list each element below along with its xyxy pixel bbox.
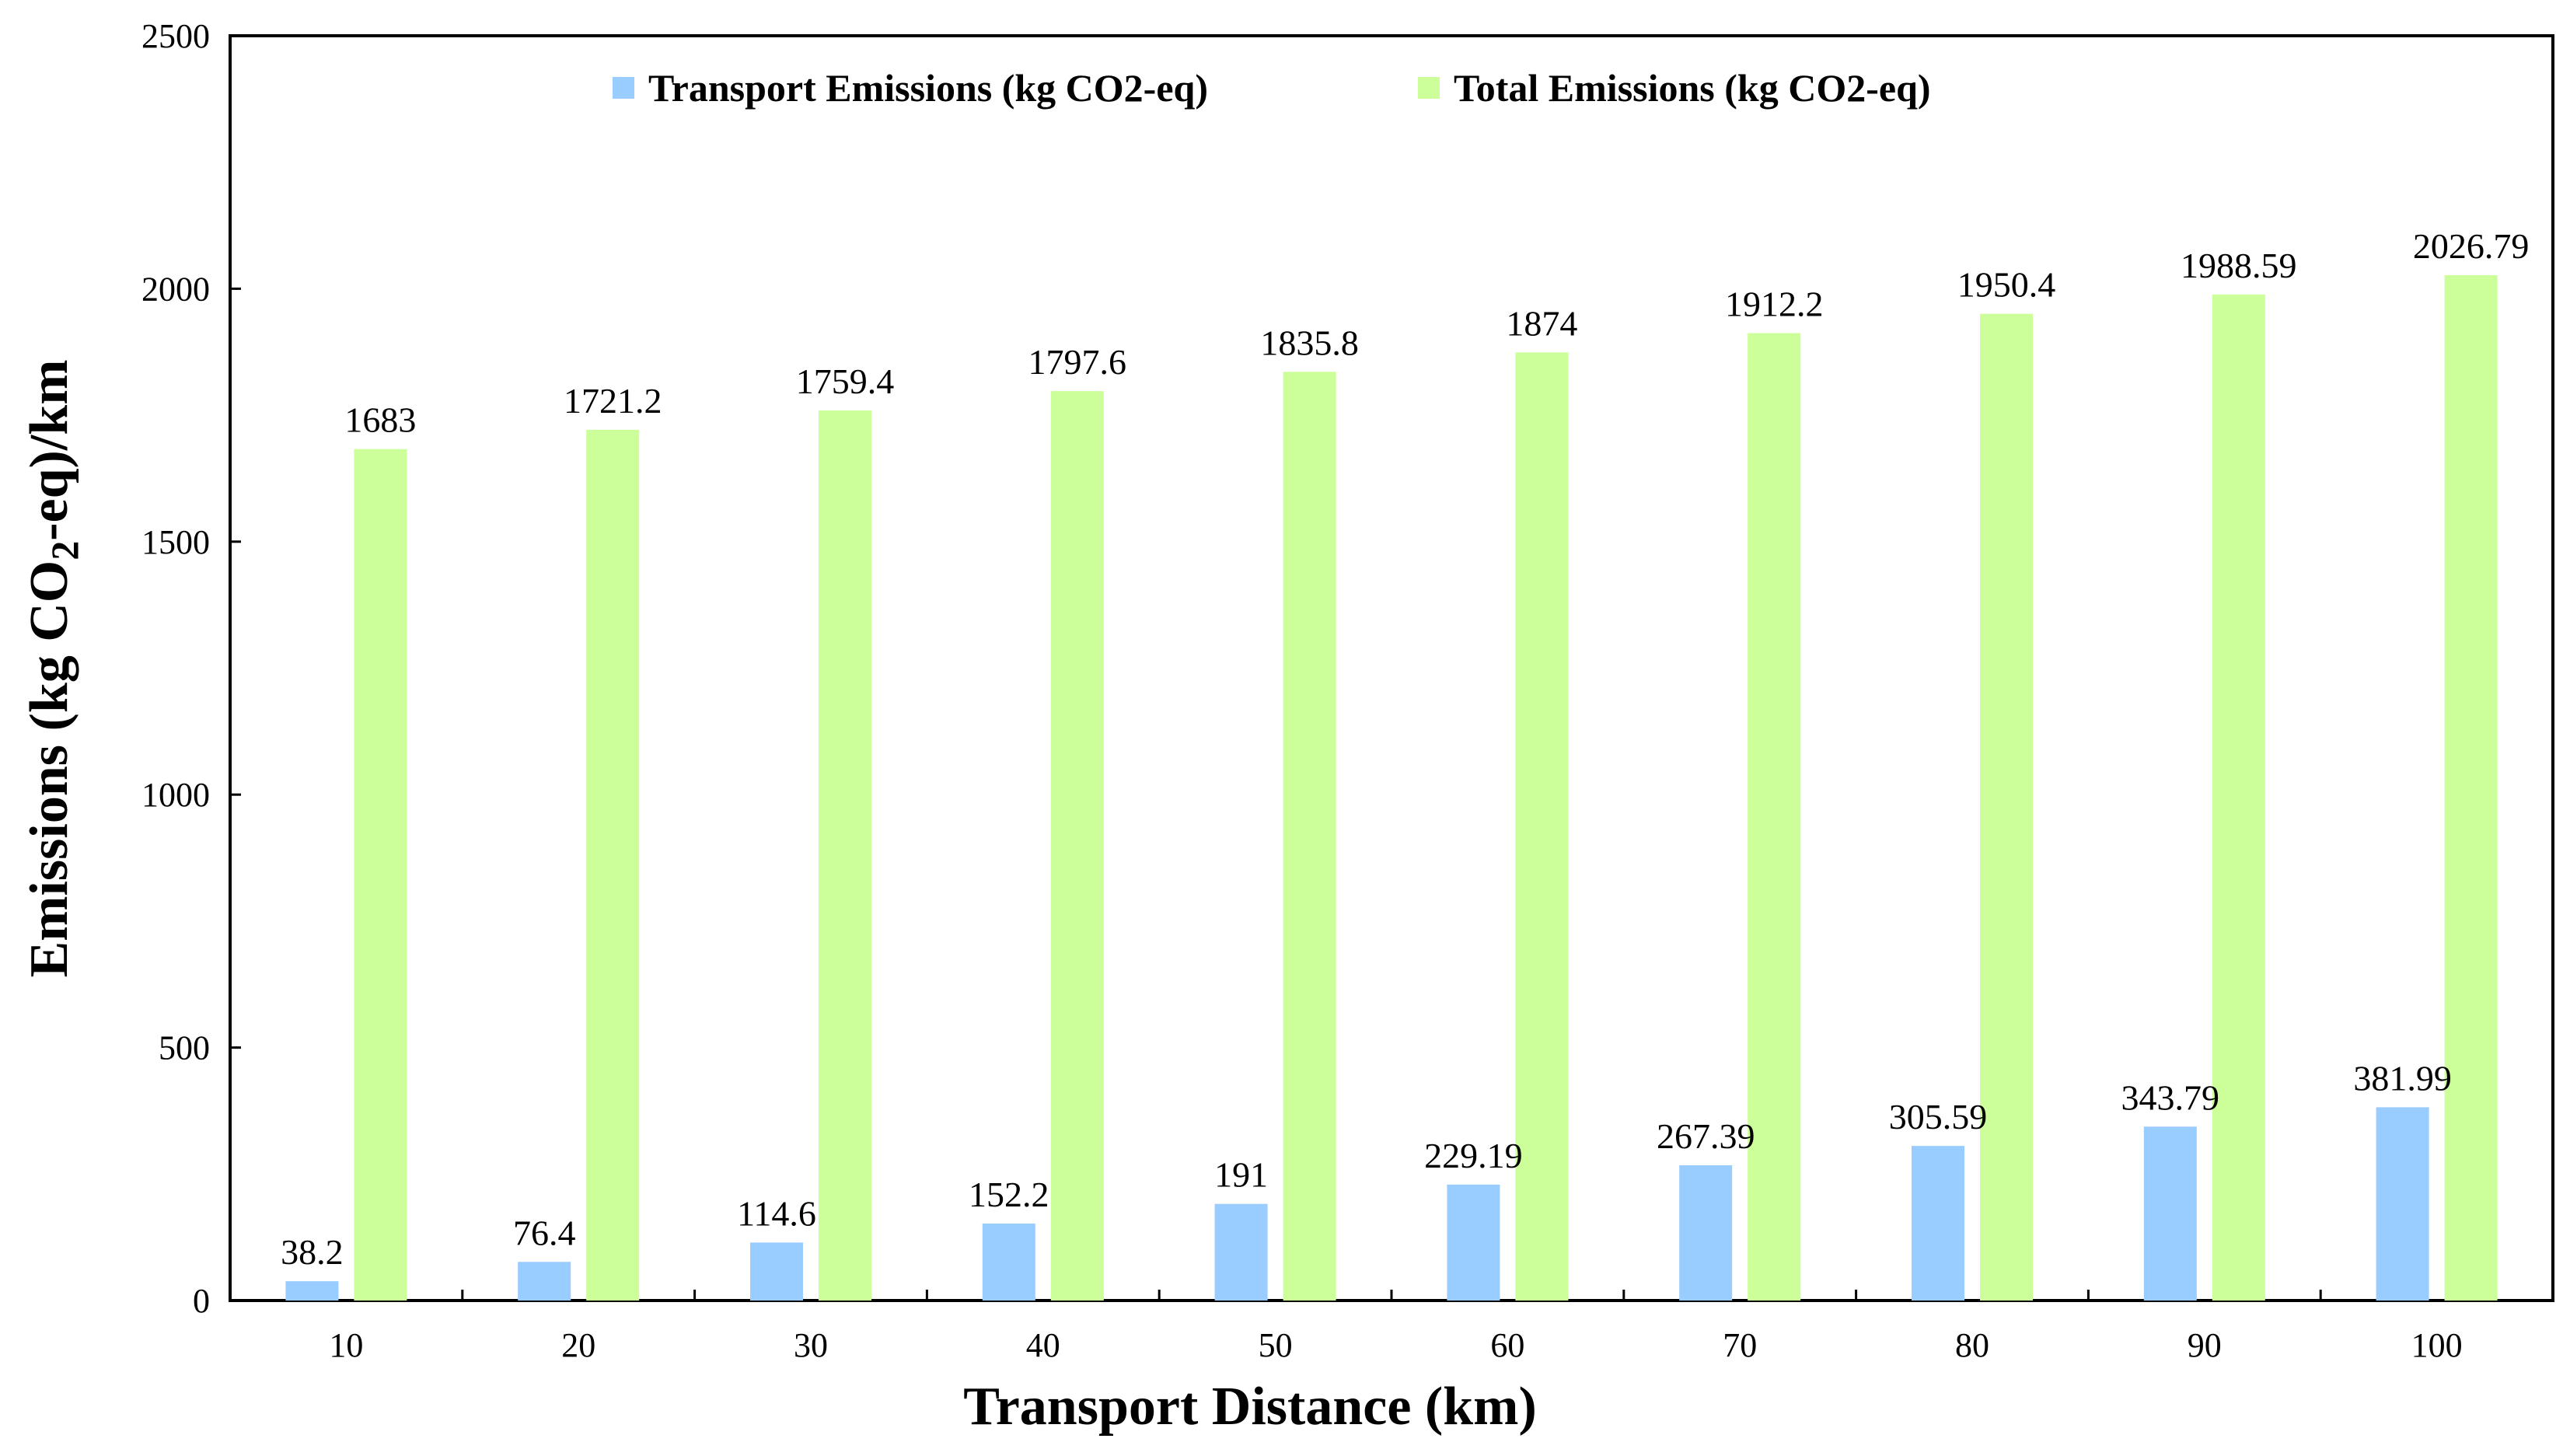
- legend-swatch: [613, 77, 634, 99]
- total-value-label: 1912.2: [1725, 285, 1824, 324]
- transport-bar: [1912, 1146, 1964, 1301]
- total-bar: [1748, 333, 1801, 1301]
- total-bar: [2444, 274, 2498, 1301]
- x-tick-label: 80: [1955, 1326, 1989, 1364]
- transport-value-label: 229.19: [1424, 1136, 1523, 1175]
- total-value-label: 1759.4: [796, 361, 895, 401]
- transport-value-label: 76.4: [513, 1213, 576, 1252]
- total-value-label: 1797.6: [1028, 342, 1127, 382]
- x-tick-label: 10: [329, 1326, 363, 1364]
- x-axis-title: Transport Distance (km): [963, 1377, 1537, 1437]
- x-tick-label: 40: [1026, 1326, 1060, 1364]
- y-tick-label: 1500: [141, 523, 210, 561]
- transport-bar: [285, 1281, 339, 1301]
- data-labels: 38.2 76.4 114.6 152.2 191 229.19 267.39 305.59 3…: [281, 226, 2529, 1272]
- total-value-label: 2026.79: [2413, 226, 2530, 266]
- legend: Transport Emissions (kg CO2-eq) Total Emi…: [613, 66, 1931, 110]
- transport-value-label: 343.79: [2121, 1077, 2220, 1117]
- total-value-label: 1683: [344, 400, 416, 440]
- x-tick-label: 50: [1259, 1326, 1293, 1364]
- transport-bar: [982, 1223, 1035, 1301]
- total-bar: [1515, 352, 1569, 1301]
- total-bar: [586, 429, 640, 1301]
- total-bar: [354, 449, 407, 1301]
- transport-value-label: 381.99: [2353, 1058, 2452, 1098]
- total-bar: [819, 410, 871, 1301]
- legend-label: Total Emissions (kg CO2-eq): [1454, 66, 1931, 110]
- y-tick-label: 2500: [141, 17, 210, 55]
- total-value-label: 1835.8: [1260, 323, 1359, 362]
- y-tick-label: 2000: [141, 270, 210, 308]
- total-value-label: 1988.59: [2181, 246, 2297, 285]
- y-tick-label: 1000: [141, 776, 210, 814]
- transport-bar: [750, 1242, 803, 1301]
- transport-value-label: 191: [1214, 1155, 1268, 1195]
- legend-label: Transport Emissions (kg CO2-eq): [648, 66, 1208, 110]
- legend-swatch: [1418, 77, 1440, 99]
- x-tick-label: 20: [561, 1326, 595, 1364]
- y-tick-label: 0: [193, 1282, 210, 1320]
- total-bar: [1283, 372, 1336, 1301]
- transport-value-label: 267.39: [1657, 1116, 1755, 1156]
- axis-ticks: 0 500 1000 1500 2000 2500 10 20 30 40 50 60 70 80 90 10…: [141, 17, 2463, 1364]
- x-tick-label: 60: [1490, 1326, 1524, 1364]
- total-value-label: 1874: [1506, 303, 1577, 343]
- transport-bar: [1447, 1184, 1500, 1301]
- transport-bar: [2376, 1107, 2429, 1301]
- total-bar: [2212, 294, 2265, 1301]
- transport-value-label: 114.6: [737, 1193, 816, 1233]
- y-tick-label: 500: [159, 1029, 210, 1067]
- transport-bar: [518, 1262, 571, 1301]
- total-value-label: 1721.2: [564, 381, 662, 421]
- x-tick-label: 70: [1723, 1326, 1757, 1364]
- transport-bar: [2143, 1126, 2197, 1301]
- y-axis-title-end: -eq)/km: [19, 359, 79, 540]
- x-tick-label: 100: [2411, 1326, 2463, 1364]
- x-tick-label: 90: [2188, 1326, 2222, 1364]
- total-value-label: 1950.4: [1957, 265, 2056, 305]
- transport-bar: [1679, 1164, 1733, 1301]
- transport-value-label: 305.59: [1889, 1097, 1988, 1137]
- total-bar: [1980, 313, 2033, 1301]
- y-axis-title-main: Emissions (kg CO: [19, 560, 79, 978]
- transport-bar: [1214, 1203, 1268, 1301]
- transport-value-label: 38.2: [281, 1232, 344, 1272]
- y-axis-title: Emissions (kg CO2-eq)/km: [19, 359, 86, 977]
- total-bar: [1050, 391, 1104, 1301]
- x-tick-label: 30: [794, 1326, 828, 1364]
- y-axis-title-subscript: 2: [43, 541, 86, 560]
- bars: [285, 274, 2498, 1301]
- transport-value-label: 152.2: [969, 1175, 1049, 1214]
